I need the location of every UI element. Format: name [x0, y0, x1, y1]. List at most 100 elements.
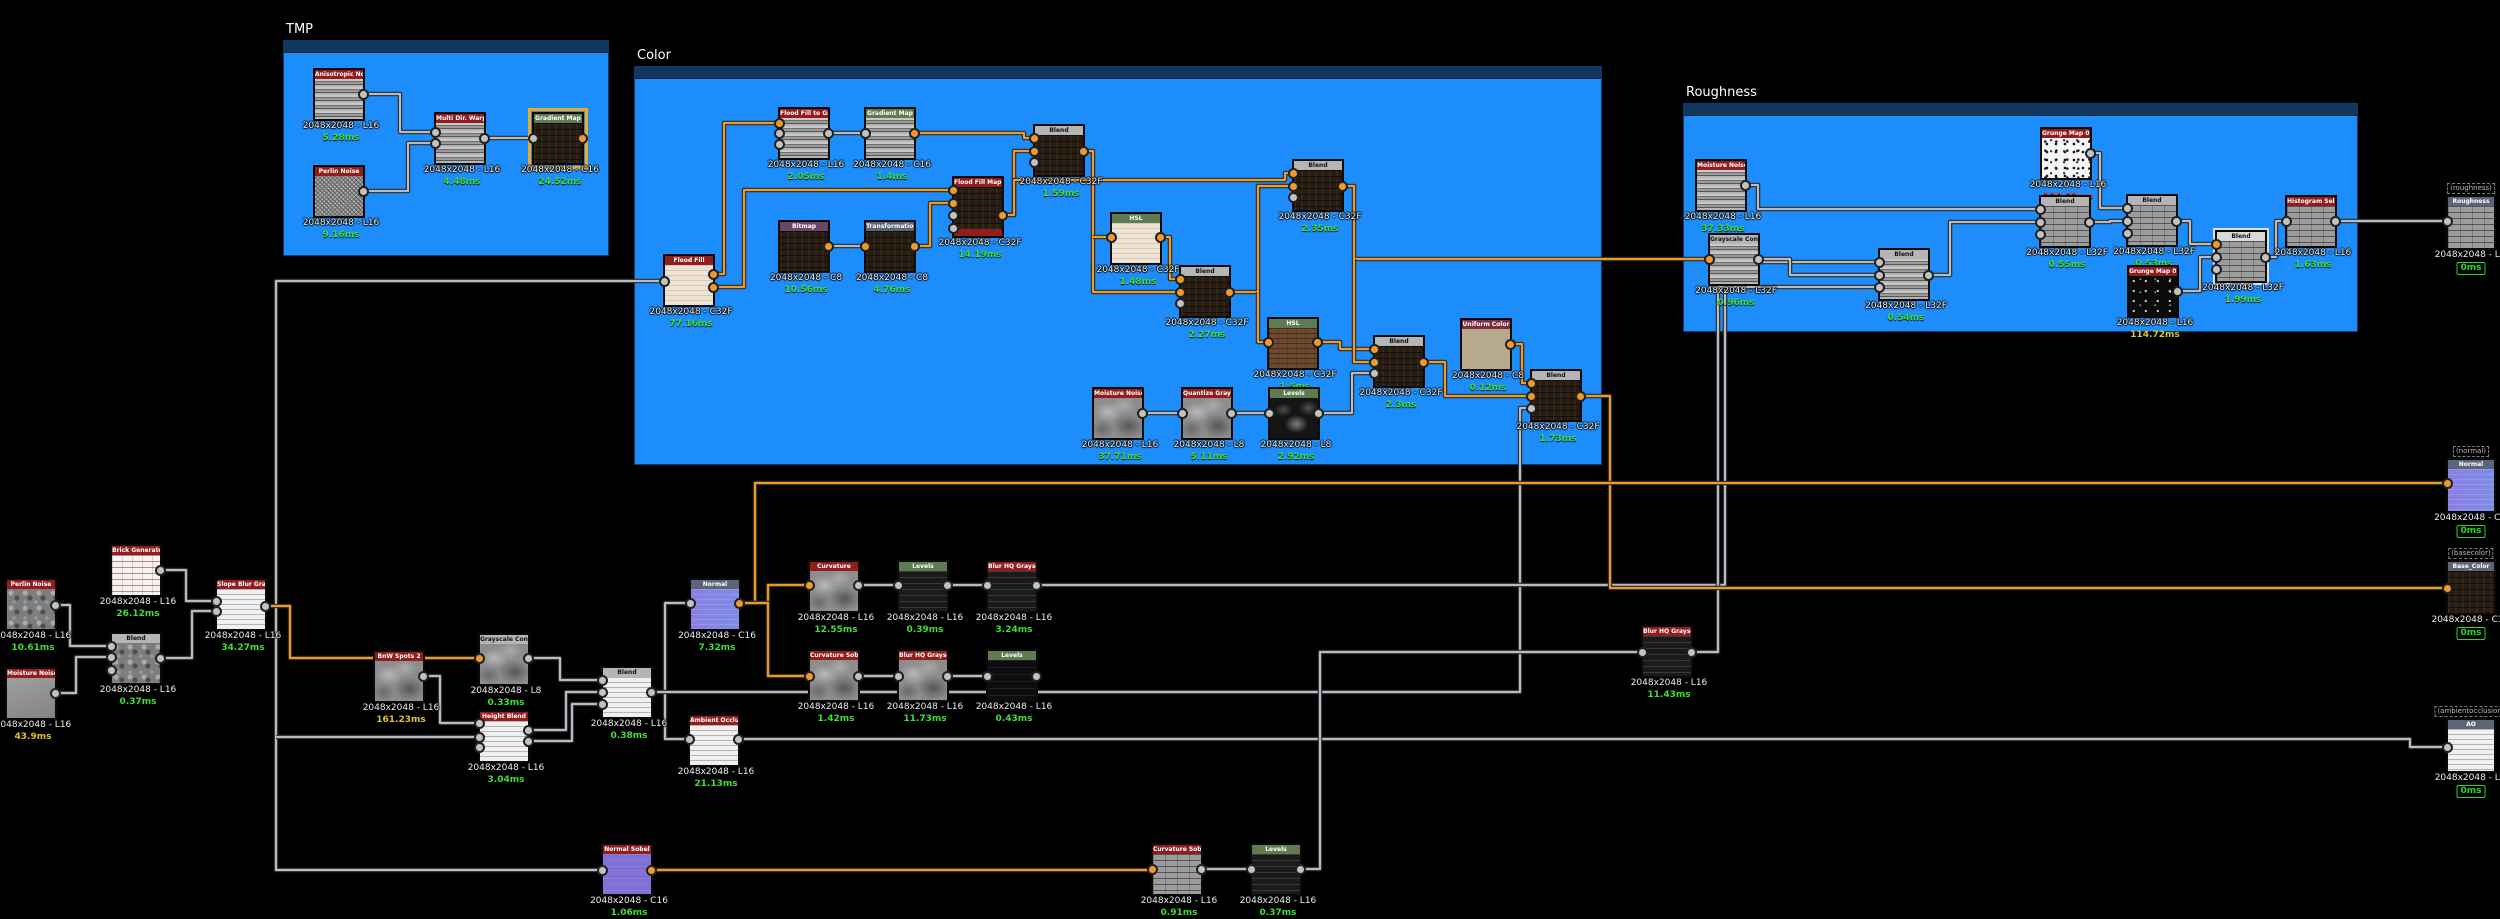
input-port-1[interactable]: [1288, 167, 1299, 179]
node-normal-sobel[interactable]: Normal Sobel 2048x2048 - C16 1.06ms: [590, 843, 668, 918]
node-gradient-map-tmp[interactable]: Gradient Map 2048x2048 - C16 24.52ms: [521, 108, 599, 187]
input-port-2[interactable]: [1369, 356, 1380, 368]
input-port-3[interactable]: [1288, 191, 1299, 203]
output-port-1[interactable]: [1575, 390, 1586, 402]
output-port-1[interactable]: [50, 687, 61, 699]
node-blend-rough-1[interactable]: Blend 2048x2048 - L32F 0.54ms: [1865, 248, 1947, 323]
input-port-1[interactable]: [1874, 256, 1885, 268]
output-port-1[interactable]: [479, 132, 490, 144]
input-port-1[interactable]: [474, 717, 485, 729]
input-port-3[interactable]: [774, 138, 785, 150]
output-port-1[interactable]: [1312, 336, 1323, 348]
node-levels-bottom[interactable]: Levels 2048x2048 - L16 0.37ms: [1240, 843, 1316, 918]
node-levels-mid[interactable]: Levels 2048x2048 - L16 0.43ms: [976, 649, 1052, 724]
node-flood-fill-mapper[interactable]: Flood Fill Mapper 2048x2048 - C32F 14.19ms: [938, 176, 1022, 260]
output-port-1[interactable]: [2172, 285, 2183, 297]
input-port-1[interactable]: [1369, 343, 1380, 355]
input-port-3[interactable]: [2035, 228, 2046, 240]
node-curvature-sobel-mid[interactable]: Curvature Sobel 2048x2048 - L16 1.42ms: [798, 649, 874, 724]
node-bitmap[interactable]: Bitmap 2048x2048 - C8 10.56ms: [770, 220, 842, 295]
input-port-1[interactable]: [2211, 238, 2222, 250]
output-port-1[interactable]: [2084, 216, 2095, 228]
input-port-4[interactable]: [948, 222, 959, 234]
output-port-1[interactable]: [1031, 670, 1042, 682]
input-port-1[interactable]: [1147, 863, 1158, 875]
input-port-2[interactable]: [597, 686, 608, 698]
node-slope-blur-grayscale[interactable]: Slope Blur Grayscale 2048x2048 - L16 34.27…: [205, 578, 281, 653]
output-port-1[interactable]: [997, 209, 1008, 221]
input-port-1[interactable]: [659, 275, 670, 287]
input-port-1[interactable]: [430, 126, 441, 138]
input-port-1[interactable]: [2281, 215, 2292, 227]
output-port-1[interactable]: [1224, 286, 1235, 298]
output-port-1[interactable]: [2085, 147, 2096, 159]
input-port-3[interactable]: [948, 209, 959, 221]
node-blur-hq-top[interactable]: Blur HQ Grayscale 2048x2048 - L16 3.24ms: [976, 560, 1052, 635]
output-port-2[interactable]: [708, 281, 719, 293]
input-port-1[interactable]: [2442, 477, 2453, 489]
input-port-3[interactable]: [1369, 367, 1380, 379]
node-blend-color-4[interactable]: Blend 2048x2048 - C32F 2.3ms: [1359, 335, 1443, 410]
node-gradient-map-color[interactable]: Gradient Map 2048x2048 - C16 1.4ms: [853, 107, 931, 182]
node-normal-mid[interactable]: Normal 2048x2048 - C16 7.32ms: [678, 578, 756, 653]
input-port-1[interactable]: [1177, 407, 1188, 419]
node-output-normal[interactable]: Normal 2048x2048 - C16 (normal) 0ms: [2434, 446, 2500, 538]
input-port-1[interactable]: [1526, 377, 1537, 389]
output-port-1[interactable]: [260, 600, 271, 612]
input-port-3[interactable]: [106, 664, 117, 676]
node-curvature-sobel-bottom[interactable]: Curvature Sobel 2048x2048 - L16 0.91ms: [1141, 843, 1217, 918]
output-port-1[interactable]: [1418, 356, 1429, 368]
node-curvature[interactable]: Curvature 2048x2048 - L16 12.55ms: [798, 560, 874, 635]
input-port-3[interactable]: [1526, 402, 1537, 414]
output-port-1[interactable]: [942, 579, 953, 591]
output-port-1[interactable]: [823, 127, 834, 139]
input-port-1[interactable]: [2442, 741, 2453, 753]
node-quantize-grayscale[interactable]: Quantize Grayscale2048x2048 - L85.11ms: [1174, 387, 1244, 462]
input-port-2[interactable]: [474, 731, 485, 743]
input-port-3[interactable]: [597, 698, 608, 710]
node-levels-color[interactable]: Levels 2048x2048 - L8 2.92ms: [1261, 387, 1331, 462]
input-port-1[interactable]: [804, 579, 815, 591]
output-port-1[interactable]: [1686, 646, 1697, 658]
node-histogram-select[interactable]: Histogram Select 2048x2048 - L16 1.63ms: [2275, 195, 2351, 270]
output-port-1[interactable]: [2171, 215, 2182, 227]
input-port-1[interactable]: [1106, 231, 1117, 243]
output-port-1[interactable]: [1753, 253, 1764, 265]
node-perlin-noise-tmp[interactable]: Perlin Noise 2048x2048 - L16 9.16ms: [303, 165, 379, 240]
output-port-1[interactable]: [909, 240, 920, 252]
node-moisture-noise-bl[interactable]: Moisture Noise 2048x2048 - L16 43.9ms: [0, 667, 71, 742]
output-port-1[interactable]: [155, 652, 166, 664]
node-grunge-map-012-a[interactable]: Grunge Map 0122048x2048 - L16230.32ms: [2030, 127, 2106, 202]
input-port-1[interactable]: [1704, 253, 1715, 265]
input-port-1[interactable]: [893, 579, 904, 591]
output-port-1[interactable]: [909, 127, 920, 139]
input-port-2[interactable]: [2211, 251, 2222, 263]
input-port-1[interactable]: [1263, 336, 1274, 348]
node-flood-fill-to-gradient[interactable]: Flood Fill to Gradient 2048x2048 - L16 2.0…: [768, 107, 844, 182]
node-blend-rough-4[interactable]: Blend 2048x2048 - L32F 1.99ms: [2202, 228, 2284, 305]
input-port-3[interactable]: [474, 741, 485, 753]
node-perlin-noise-bl[interactable]: Perlin Noise 2048x2048 - L16 10.61ms: [0, 578, 71, 653]
output-port-1[interactable]: [1923, 269, 1934, 281]
node-blend-color-2[interactable]: Blend 2048x2048 - C32F 2.27ms: [1165, 265, 1249, 340]
output-port-1[interactable]: [646, 686, 657, 698]
input-port-1[interactable]: [982, 579, 993, 591]
output-port-1[interactable]: [358, 185, 369, 197]
node-moisture-noise-rough[interactable]: Moisture Noise 2048x2048 - L16 37.33ms: [1685, 159, 1761, 234]
input-port-1[interactable]: [982, 670, 993, 682]
input-port-2[interactable]: [211, 605, 222, 617]
output-port-1[interactable]: [823, 240, 834, 252]
output-port-1[interactable]: [50, 599, 61, 611]
node-blend-color-5[interactable]: Blend 2048x2048 - C32F 1.73ms: [1516, 369, 1600, 444]
node-transformation-2d[interactable]: Transformation 2D 2048x2048 - C8 4.76ms: [856, 220, 928, 295]
input-port-1[interactable]: [2442, 215, 2453, 227]
input-port-1[interactable]: [106, 640, 117, 652]
output-port-1[interactable]: [1740, 179, 1751, 191]
output-port-1[interactable]: [1155, 231, 1166, 243]
input-port-3[interactable]: [1175, 297, 1186, 309]
output-port-1[interactable]: [1313, 407, 1324, 419]
input-port-1[interactable]: [1175, 273, 1186, 285]
output-port-1[interactable]: [523, 724, 534, 736]
input-port-1[interactable]: [684, 733, 695, 745]
